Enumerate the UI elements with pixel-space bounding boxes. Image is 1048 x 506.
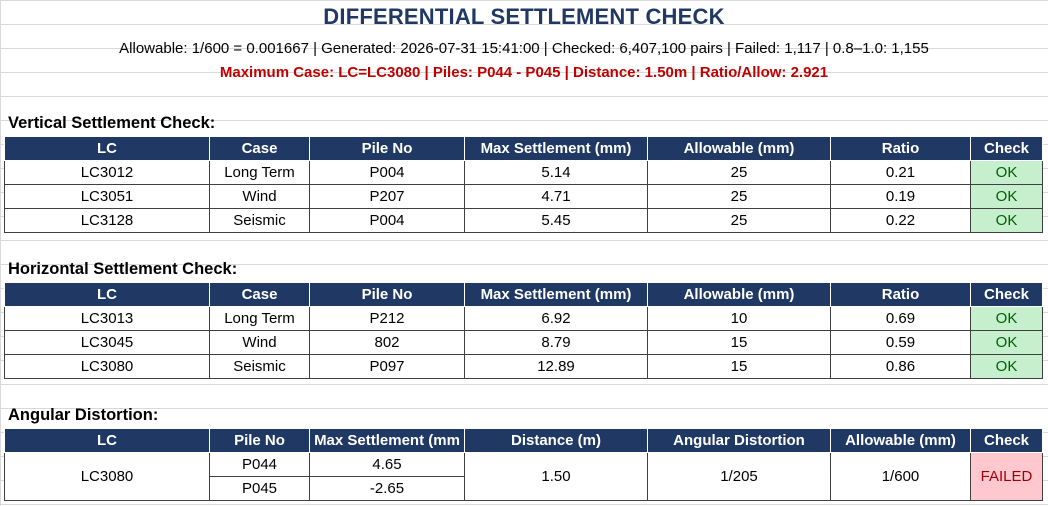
horizontal-table: LC Case Pile No Max Settlement (mm) Allo…: [4, 282, 1043, 379]
col-header-allowable[interactable]: Allowable (mm): [830, 428, 971, 453]
cell-lc[interactable]: LC3013: [4, 306, 210, 331]
cell-case[interactable]: Wind: [209, 330, 310, 355]
cell-allowable[interactable]: 10: [647, 306, 831, 331]
col-header-pile[interactable]: Pile No: [309, 136, 465, 161]
col-header-lc[interactable]: LC: [4, 282, 210, 307]
col-header-ratio[interactable]: Ratio: [830, 136, 971, 161]
cell-lc[interactable]: LC3045: [4, 330, 210, 355]
cell-ratio[interactable]: 0.86: [830, 354, 971, 379]
cell-lc[interactable]: LC3080: [4, 354, 210, 379]
col-header-max-settlement[interactable]: Max Settlement (mm: [309, 428, 465, 453]
cell-pile[interactable]: 802: [309, 330, 465, 355]
vertical-section-title: Vertical Settlement Check:: [8, 114, 216, 132]
col-header-distance[interactable]: Distance (m): [464, 428, 648, 453]
cell-max-settlement[interactable]: 5.14: [464, 160, 648, 185]
cell-pile[interactable]: P004: [309, 208, 465, 233]
table-header-row: LC Case Pile No Max Settlement (mm) Allo…: [4, 282, 1043, 307]
horizontal-section-title: Horizontal Settlement Check:: [8, 260, 238, 278]
cell-max-settlement[interactable]: -2.65: [309, 476, 465, 501]
cell-ratio[interactable]: 0.69: [830, 306, 971, 331]
col-header-allowable[interactable]: Allowable (mm): [647, 136, 831, 161]
summary-info: Allowable: 1/600 = 0.001667 | Generated:…: [119, 40, 929, 57]
cell-max-settlement[interactable]: 5.45: [464, 208, 648, 233]
table-row: P045 -2.65: [5, 476, 1043, 501]
cell-allowable[interactable]: 15: [647, 330, 831, 355]
cell-check-ok[interactable]: OK: [970, 208, 1043, 233]
cell-check-failed[interactable]: FAILED: [970, 452, 1043, 501]
col-header-lc[interactable]: LC: [4, 136, 210, 161]
page-title: DIFFERENTIAL SETTLEMENT CHECK: [323, 4, 725, 29]
cell-case[interactable]: Seismic: [209, 208, 310, 233]
cell-case[interactable]: Seismic: [209, 354, 310, 379]
col-header-check[interactable]: Check: [970, 136, 1043, 161]
cell-check-ok[interactable]: OK: [970, 354, 1043, 379]
cell-check-ok[interactable]: OK: [970, 184, 1043, 209]
cell-ratio[interactable]: 0.22: [830, 208, 971, 233]
cell-max-settlement[interactable]: 12.89: [464, 354, 648, 379]
cell-max-settlement[interactable]: 8.79: [464, 330, 648, 355]
cell-case[interactable]: Long Term: [209, 160, 310, 185]
cell-allowable[interactable]: 25: [647, 184, 831, 209]
table-header-row: LC Case Pile No Max Settlement (mm) Allo…: [4, 136, 1043, 161]
cell-allowable[interactable]: 1/600: [830, 452, 971, 501]
angular-section-title: Angular Distortion:: [8, 406, 159, 424]
table-row: LC3080 Seismic P097 12.89 15 0.86 OK: [4, 354, 1043, 379]
table-header-row: LC Pile No Max Settlement (mm Distance (…: [4, 428, 1043, 453]
cell-pile[interactable]: P045: [209, 476, 310, 501]
cell-ratio[interactable]: 0.19: [830, 184, 971, 209]
table-row: LC3012 Long Term P004 5.14 25 0.21 OK: [4, 160, 1043, 185]
col-header-pile[interactable]: Pile No: [209, 428, 310, 453]
table-row: LC3080 P044 4.65 1.50 1/205 1/600 FAILED: [4, 452, 1043, 501]
cell-case[interactable]: Long Term: [209, 306, 310, 331]
cell-lc[interactable]: LC3051: [4, 184, 210, 209]
cell-angular-distortion[interactable]: 1/205: [647, 452, 831, 501]
cell-lc[interactable]: LC3128: [4, 208, 210, 233]
cell-pile[interactable]: P044: [209, 452, 310, 477]
col-header-max-settlement[interactable]: Max Settlement (mm): [464, 136, 648, 161]
angular-table: LC Pile No Max Settlement (mm Distance (…: [4, 428, 1043, 501]
cell-lc[interactable]: LC3012: [4, 160, 210, 185]
table-row: LC3045 Wind 802 8.79 15 0.59 OK: [4, 330, 1043, 355]
cell-max-settlement[interactable]: 4.71: [464, 184, 648, 209]
cell-check-ok[interactable]: OK: [970, 160, 1043, 185]
cell-pile[interactable]: P004: [309, 160, 465, 185]
cell-allowable[interactable]: 15: [647, 354, 831, 379]
col-header-check[interactable]: Check: [970, 428, 1043, 453]
cell-check-ok[interactable]: OK: [970, 306, 1043, 331]
cell-allowable[interactable]: 25: [647, 160, 831, 185]
cell-max-settlement[interactable]: 4.65: [309, 452, 465, 477]
table-row: LC3051 Wind P207 4.71 25 0.19 OK: [4, 184, 1043, 209]
vertical-table: LC Case Pile No Max Settlement (mm) Allo…: [4, 136, 1043, 233]
col-header-max-settlement[interactable]: Max Settlement (mm): [464, 282, 648, 307]
cell-pile[interactable]: P207: [309, 184, 465, 209]
col-header-angular-distortion[interactable]: Angular Distortion: [647, 428, 831, 453]
col-header-case[interactable]: Case: [209, 282, 310, 307]
cell-case[interactable]: Wind: [209, 184, 310, 209]
col-header-case[interactable]: Case: [209, 136, 310, 161]
col-header-lc[interactable]: LC: [4, 428, 210, 453]
cell-max-settlement[interactable]: 6.92: [464, 306, 648, 331]
cell-check-ok[interactable]: OK: [970, 330, 1043, 355]
max-case-summary: Maximum Case: LC=LC3080 | Piles: P044 - …: [219, 64, 829, 81]
cell-lc[interactable]: LC3080: [4, 452, 210, 501]
col-header-ratio[interactable]: Ratio: [830, 282, 971, 307]
col-header-check[interactable]: Check: [970, 282, 1043, 307]
cell-distance[interactable]: 1.50: [464, 452, 648, 501]
cell-ratio[interactable]: 0.21: [830, 160, 971, 185]
col-header-pile[interactable]: Pile No: [309, 282, 465, 307]
cell-allowable[interactable]: 25: [647, 208, 831, 233]
cell-pile[interactable]: P097: [309, 354, 465, 379]
table-row: LC3128 Seismic P004 5.45 25 0.22 OK: [4, 208, 1043, 233]
table-row: LC3013 Long Term P212 6.92 10 0.69 OK: [4, 306, 1043, 331]
cell-ratio[interactable]: 0.59: [830, 330, 971, 355]
col-header-allowable[interactable]: Allowable (mm): [647, 282, 831, 307]
cell-pile[interactable]: P212: [309, 306, 465, 331]
